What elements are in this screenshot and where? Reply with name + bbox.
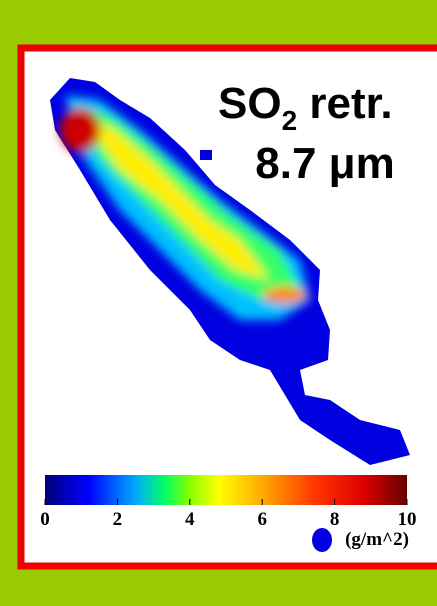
product-subscript: 2	[282, 105, 298, 136]
product-main: SO	[218, 79, 282, 128]
tick-label: 10	[398, 509, 417, 530]
wavelength: 8.7 μm	[255, 139, 394, 188]
plume-fragment	[312, 528, 332, 552]
tick-label: 2	[113, 509, 123, 530]
product-rest: retr.	[297, 79, 392, 128]
plume	[50, 78, 410, 552]
tick-label: 4	[185, 509, 195, 530]
tick-label: 8	[330, 509, 340, 530]
tick-label: 0	[40, 509, 50, 530]
tick-label: 6	[257, 509, 267, 530]
product-label: SO2 retr.	[218, 79, 393, 136]
plume-yellow	[80, 115, 270, 280]
colorbar-unit: (g/m^2)	[345, 529, 409, 550]
plume-spot	[263, 287, 307, 303]
plume-fragment	[200, 150, 212, 160]
plume-core	[60, 108, 100, 152]
colorbar	[45, 475, 407, 505]
